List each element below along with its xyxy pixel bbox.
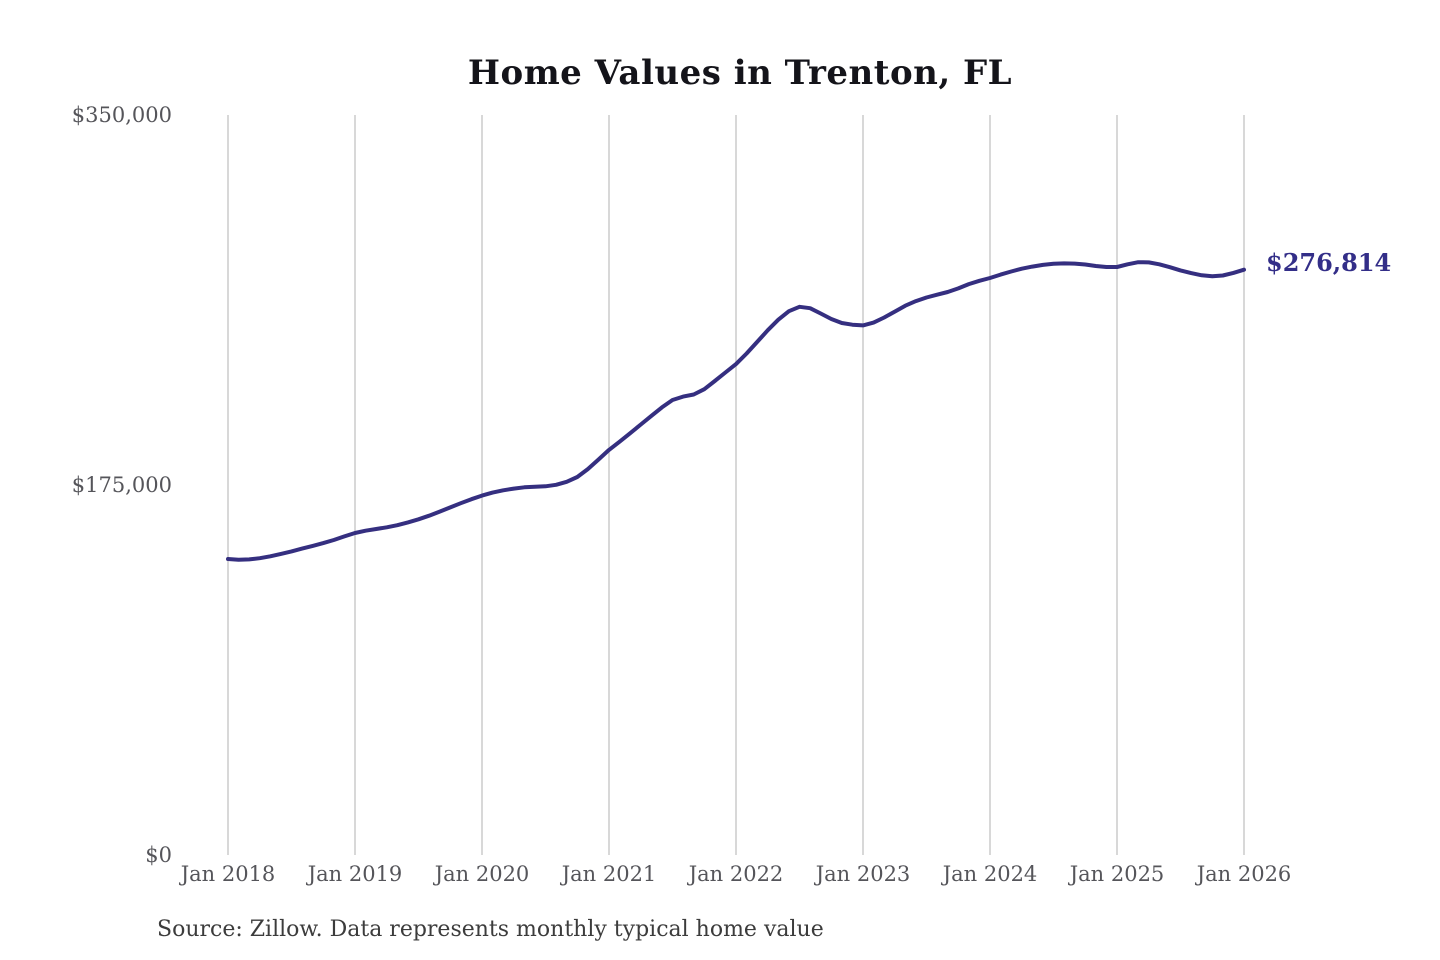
y-tick-label: $350,000: [72, 103, 172, 127]
x-tick-label: Jan 2019: [306, 862, 403, 886]
x-tick-label: Jan 2022: [687, 862, 784, 886]
x-tick-label: Jan 2026: [1195, 862, 1292, 886]
x-tick-label: Jan 2020: [433, 862, 530, 886]
x-tick-label: Jan 2021: [560, 862, 657, 886]
x-tick-label: Jan 2023: [814, 862, 911, 886]
y-tick-label: $0: [145, 843, 172, 867]
latest-value-label: $276,814: [1266, 248, 1391, 277]
x-tick-label: Jan 2018: [179, 862, 276, 886]
x-tick-label: Jan 2025: [1068, 862, 1165, 886]
y-tick-label: $175,000: [72, 473, 172, 497]
home-value-line: [226, 260, 1246, 562]
chart-title: Home Values in Trenton, FL: [468, 53, 1012, 93]
gridlines: [227, 115, 1245, 855]
source-note: Source: Zillow. Data represents monthly …: [157, 917, 824, 942]
x-axis-labels: Jan 2018 Jan 2019 Jan 2020 Jan 2021 Jan 2022…: [179, 862, 1292, 886]
x-tick-label: Jan 2024: [941, 862, 1038, 886]
y-axis-labels: $0 $175,000 $350,000: [72, 103, 172, 867]
